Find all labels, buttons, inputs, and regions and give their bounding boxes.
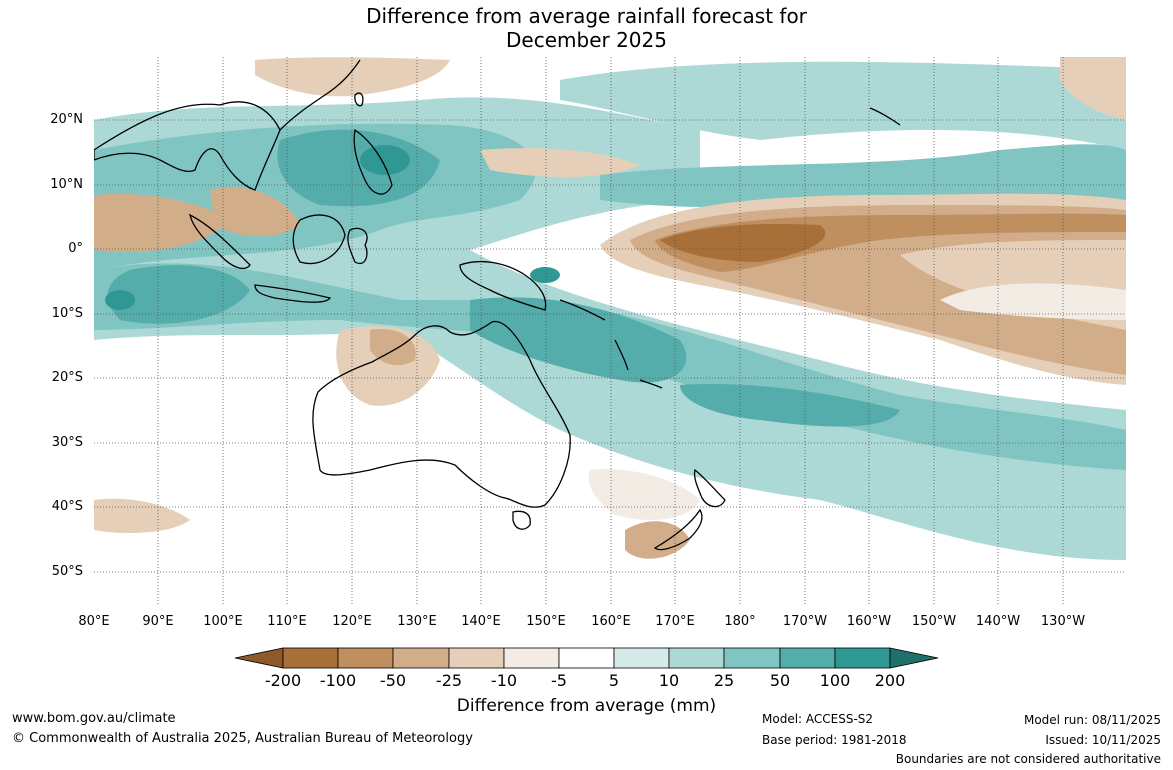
lat-label-20s: 20°S	[51, 370, 83, 385]
colorbar-label-minus100: -100	[319, 671, 357, 690]
wet-zone-peak-1	[360, 145, 410, 175]
coastline-solomon-islands	[559, 299, 606, 321]
model-run-date: Model run: 08/11/2025	[1023, 713, 1161, 727]
coastline-new-zealand-south	[653, 508, 703, 551]
boundary-disclaimer: Boundaries are not considered authoritat…	[895, 752, 1161, 766]
lon-label-150w: 150°W	[911, 614, 957, 629]
coastline-vanuatu	[614, 339, 629, 371]
lat-label-0: 0°	[68, 241, 83, 256]
coastline-australia	[312, 321, 571, 508]
colorbar-label-minus50: -50	[379, 671, 407, 690]
lon-label-180: 180°	[724, 614, 756, 629]
lat-label-10n: 10°N	[50, 177, 83, 192]
coastline-hawaii	[869, 107, 901, 126]
colorbar-arrow-right	[889, 647, 939, 669]
wet-zone-core-4	[680, 384, 900, 427]
neutral-zone-south-pacific	[940, 283, 1126, 320]
wet-zone-core-2	[107, 265, 250, 324]
coastline-taiwan	[354, 92, 364, 107]
colorbar-title: Difference from average (mm)	[456, 696, 717, 716]
colorbar-label-50: 50	[769, 671, 791, 690]
colorbar-label-minus25: -25	[435, 671, 463, 690]
colorbar-segment-3	[392, 647, 450, 669]
lat-label-50s: 50°S	[51, 564, 83, 579]
coastline-tasmania	[512, 510, 531, 530]
title-line-2: December 2025	[506, 28, 667, 52]
lon-label-170e: 170°E	[655, 614, 695, 629]
lon-label-110e: 110°E	[267, 614, 307, 629]
lat-label-30s: 30°S	[51, 435, 83, 450]
coastline-borneo	[292, 214, 346, 264]
dry-zone-philippine-sea	[480, 148, 640, 177]
copyright-text: © Commonwealth of Australia 2025, Austra…	[12, 731, 473, 746]
colorbar-label-minus10: -10	[490, 671, 518, 690]
coastline-new-zealand-north	[693, 468, 726, 508]
wet-zone-north-pacific	[560, 61, 1126, 150]
coastline-java	[254, 284, 332, 303]
coastline-sulawesi	[347, 227, 368, 265]
lon-label-90e: 90°E	[142, 614, 174, 629]
lon-label-130e: 130°E	[397, 614, 437, 629]
colorbar-label-10: 10	[658, 671, 680, 690]
colorbar-segment-8	[668, 647, 725, 669]
wet-zone-peak-3	[530, 267, 560, 283]
lon-label-150e: 150°E	[526, 614, 566, 629]
lon-label-160e: 160°E	[591, 614, 631, 629]
lon-label-80e: 80°E	[78, 614, 110, 629]
colorbar-label-minus5: -5	[551, 671, 567, 690]
lat-label-20n: 20°N	[50, 112, 83, 127]
colorbar-label-200: 200	[874, 671, 906, 690]
colorbar-segment-11	[834, 647, 891, 669]
colorbar	[234, 647, 939, 669]
title-line-1: Difference from average rainfall forecas…	[366, 4, 807, 28]
coastlines	[94, 59, 901, 551]
rainfall-anomaly-field	[94, 57, 1126, 605]
website-link[interactable]: www.bom.gov.au/climate	[12, 711, 176, 726]
colorbar-segment-9	[723, 647, 781, 669]
issued-date: Issued: 10/11/2025	[1045, 733, 1161, 747]
colorbar-segment-4	[448, 647, 505, 669]
dry-zone-south-china-sea	[210, 187, 300, 237]
lon-label-160w: 160°W	[846, 614, 892, 629]
coastline-sumatra	[189, 213, 251, 269]
lon-label-140e: 140°E	[461, 614, 501, 629]
coastline-new-guinea	[459, 260, 547, 311]
dry-zone-hawaii	[1060, 57, 1126, 120]
wet-zone-core-3	[470, 297, 687, 383]
colorbar-label-5: 5	[608, 671, 620, 690]
lon-label-170w: 170°W	[782, 614, 828, 629]
colorbar-segment-7	[613, 647, 670, 669]
dry-zone-tasman	[625, 521, 690, 559]
colorbar-segment-6	[558, 647, 615, 669]
dry-zone-peak	[660, 223, 826, 262]
colorbar-arrow-left	[234, 647, 284, 669]
coastline-china-east	[279, 59, 361, 131]
colorbar-label-25: 25	[713, 671, 735, 690]
coastline-philippines	[353, 128, 393, 195]
colorbar-segment-5	[503, 647, 560, 669]
lon-label-100e: 100°E	[203, 614, 243, 629]
colorbar-label-minus200: -200	[264, 671, 302, 690]
lat-label-40s: 40°S	[51, 499, 83, 514]
colorbar-segment-10	[779, 647, 836, 669]
colorbar-segment-1	[282, 647, 339, 669]
wet-zone-peak-2	[105, 290, 135, 310]
model-name: Model: ACCESS-S2	[762, 712, 874, 726]
lon-label-140w: 140°W	[975, 614, 1021, 629]
lon-label-130w: 130°W	[1040, 614, 1086, 629]
graticule	[94, 57, 1126, 605]
colorbar-segment-2	[337, 647, 394, 669]
wet-zone-north-band	[600, 144, 1126, 208]
dry-zone-china	[255, 57, 450, 97]
coastline-asia-mainland	[94, 101, 281, 191]
colorbar-label-100: 100	[819, 671, 851, 690]
base-period: Base period: 1981-2018	[762, 733, 907, 747]
lat-label-10s: 10°S	[51, 306, 83, 321]
coastline-fiji	[639, 379, 663, 389]
map-title: Difference from average rainfall forecas…	[0, 4, 1173, 52]
lon-label-120e: 120°E	[332, 614, 372, 629]
dry-zone-indian-ocean	[94, 193, 230, 252]
